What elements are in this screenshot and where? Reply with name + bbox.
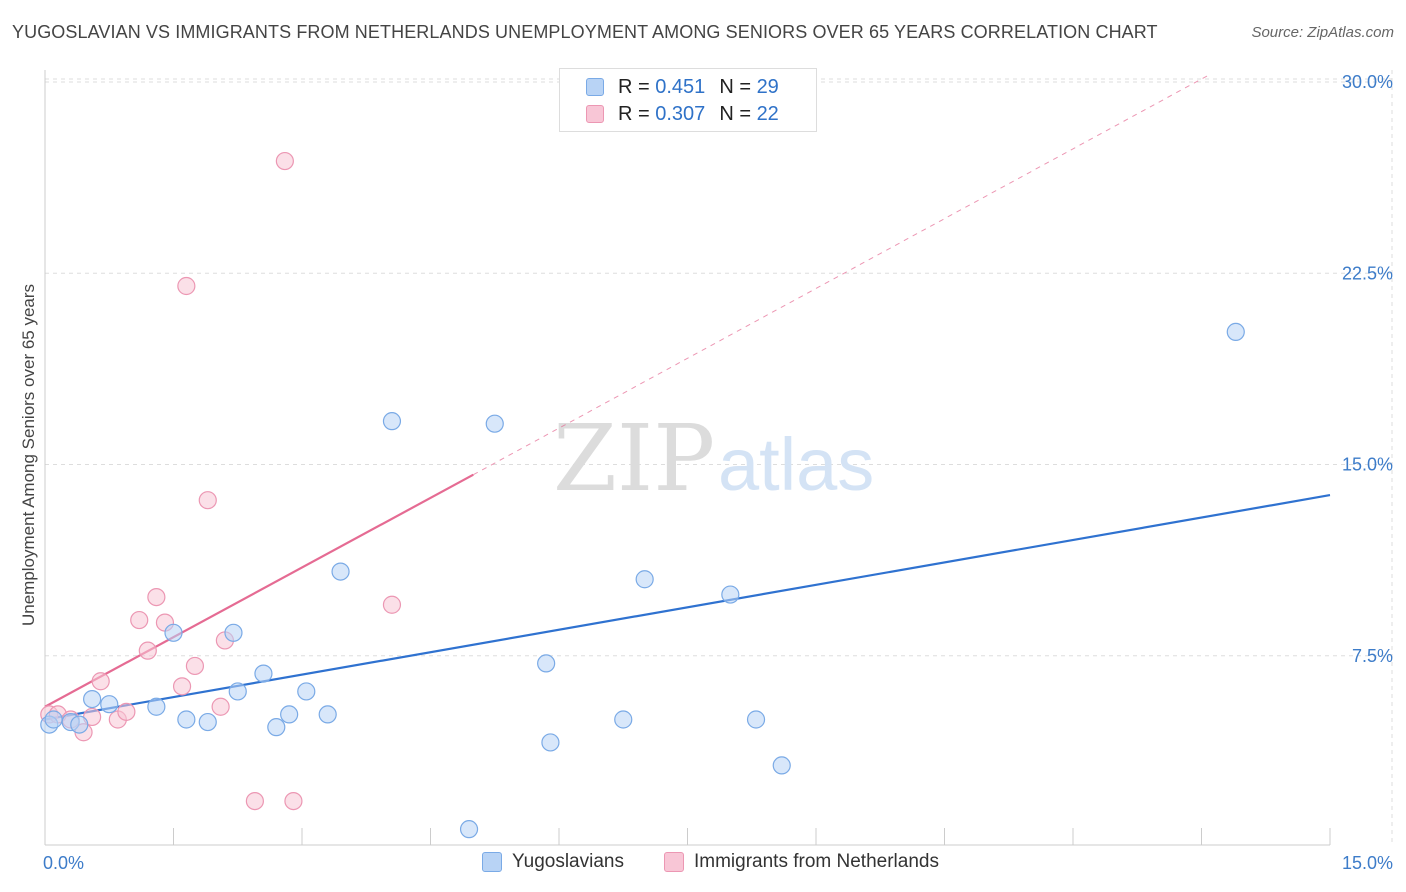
point-yugoslavians [318, 705, 337, 724]
gridlines [45, 70, 1393, 845]
watermark-zip: ZIP [553, 405, 715, 512]
trend-lines [44, 73, 1331, 721]
point-yugoslavians [164, 623, 183, 642]
point-netherlands [91, 672, 110, 691]
legend-r-value: 0.307 [655, 102, 706, 125]
x-tick-label: 15.0% [1342, 853, 1393, 873]
y-tick-labels: 7.5% 15.0% 22.5% 30.0% [1342, 72, 1393, 666]
y-tick-label: 30.0% [1342, 72, 1393, 92]
x-tick-label: 0.0% [43, 853, 84, 873]
legend-swatch-blue [586, 78, 604, 96]
point-netherlands [130, 610, 149, 630]
point-netherlands [275, 151, 294, 171]
legend-label: Yugoslavians [512, 851, 624, 872]
point-yugoslavians [635, 570, 654, 589]
point-yugoslavians [228, 682, 247, 701]
point-netherlands [382, 595, 402, 614]
point-netherlands [147, 587, 166, 607]
chart-title: YUGOSLAVIAN VS IMMIGRANTS FROM NETHERLAN… [12, 22, 1158, 42]
point-yugoslavians [224, 623, 243, 642]
y-tick-label: 7.5% [1352, 646, 1393, 666]
point-yugoslavians [267, 718, 286, 737]
point-netherlands [172, 677, 192, 696]
point-yugoslavians [198, 712, 217, 732]
point-yugoslavians [485, 414, 504, 433]
correlation-legend: R = 0.451 N = 29 R = 0.307 N = 22 [559, 68, 817, 132]
legend-r-label: R = [618, 75, 650, 98]
point-netherlands [117, 702, 136, 721]
legend-n-label: N = [719, 75, 751, 98]
source-label: Source: ZipAtlas.com [1251, 24, 1394, 41]
legend-swatch-blue [482, 852, 502, 872]
point-yugoslavians [254, 664, 273, 683]
y-axis-label: Unemployment Among Seniors over 65 years [19, 284, 38, 626]
point-yugoslavians [147, 697, 166, 716]
series-legend-yugoslavians: Yugoslavians [482, 851, 624, 873]
point-yugoslavians [297, 682, 316, 701]
point-yugoslavians [537, 654, 556, 673]
y-tick-label: 22.5% [1342, 263, 1393, 283]
x-ticks [44, 828, 1331, 845]
legend-r-label: R = [618, 102, 650, 125]
legend-n-label: N = [719, 102, 751, 125]
trend-line-yugoslavians [44, 494, 1331, 721]
legend-r-value: 0.451 [655, 75, 706, 98]
point-netherlands [177, 276, 196, 296]
point-netherlands [185, 656, 205, 676]
point-yugoslavians [280, 705, 299, 724]
point-yugoslavians [1226, 322, 1245, 341]
legend-row-yugoslavians: R = 0.451 N = 29 [586, 74, 779, 100]
legend-label: Immigrants from Netherlands [694, 851, 939, 872]
point-yugoslavians [746, 710, 766, 729]
legend-n-value: 29 [756, 75, 779, 98]
point-yugoslavians [83, 689, 102, 709]
point-yugoslavians [772, 756, 791, 775]
legend-row-netherlands: R = 0.307 N = 22 [586, 101, 779, 127]
point-yugoslavians [44, 710, 63, 729]
point-netherlands [211, 697, 230, 716]
legend-swatch-pink [664, 852, 684, 872]
y-tick-label: 15.0% [1342, 455, 1393, 475]
point-netherlands [198, 491, 217, 510]
point-netherlands [138, 641, 157, 660]
series-legend-netherlands: Immigrants from Netherlands [664, 851, 939, 873]
point-yugoslavians [177, 710, 196, 729]
trend-line-netherlands [44, 473, 474, 708]
data-points [40, 151, 1245, 839]
watermark-atlas: atlas [718, 423, 874, 506]
point-netherlands [245, 791, 264, 811]
point-yugoslavians [721, 585, 740, 604]
point-yugoslavians [331, 562, 350, 581]
legend-n-value: 22 [756, 102, 779, 125]
point-netherlands [284, 791, 303, 811]
point-yugoslavians [614, 710, 633, 729]
x-tick-labels: 0.0% 15.0% [43, 853, 1393, 873]
point-yugoslavians [100, 695, 119, 714]
point-yugoslavians [541, 733, 560, 752]
point-yugoslavians [382, 412, 402, 431]
legend-swatch-pink [586, 105, 604, 123]
watermark: ZIP atlas [553, 405, 874, 512]
point-yugoslavians [459, 820, 479, 839]
point-yugoslavians [70, 715, 89, 734]
